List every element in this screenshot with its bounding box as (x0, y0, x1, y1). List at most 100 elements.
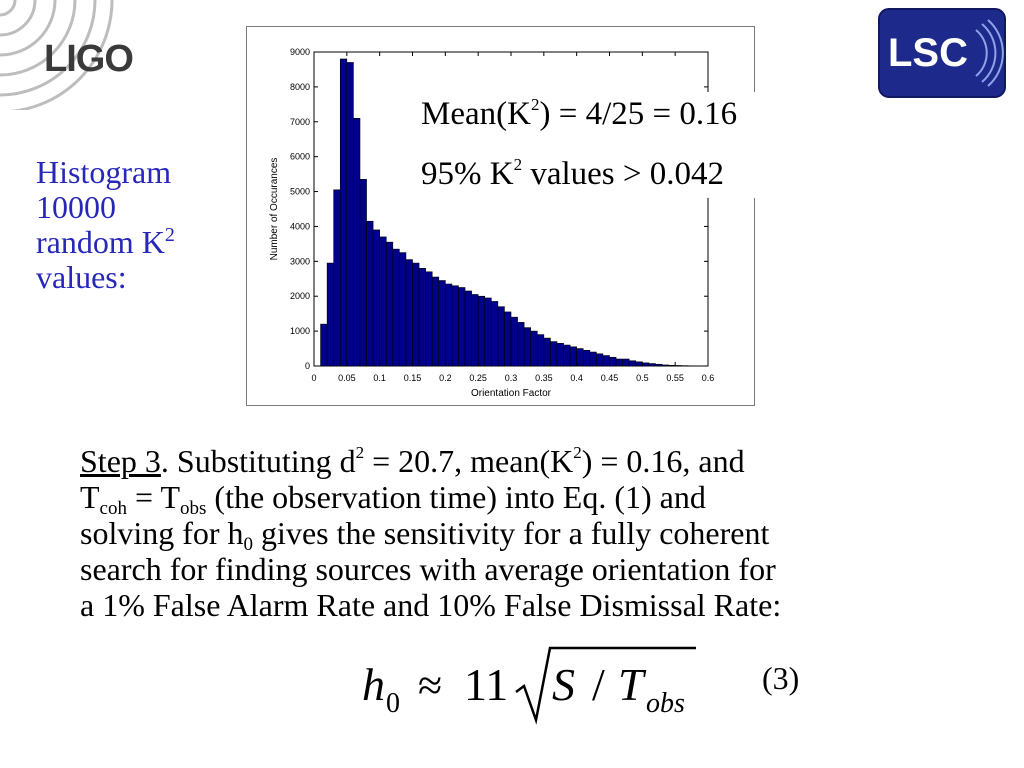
equation-approx: ≈ (418, 661, 442, 710)
caption-line-4: values: (36, 259, 127, 295)
equation-radical (515, 646, 696, 725)
histogram-caption: Histogram 10000 random K2 values: (36, 155, 226, 295)
mean-annotation-sup: 2 (530, 95, 540, 114)
x-tick-label: 0.6 (702, 373, 715, 383)
histogram-bar (550, 341, 558, 367)
equation-slash: / (592, 659, 605, 710)
y-tick-label: 8000 (290, 82, 310, 92)
x-axis-label: Orientation Factor (471, 388, 552, 399)
histogram-bar (668, 365, 676, 367)
x-tick-label: 0.05 (338, 373, 356, 383)
line-3-sub: 0 (243, 534, 254, 555)
histogram-bar (445, 283, 453, 367)
corner-arcs-decoration (0, 0, 114, 110)
mean-annotation-suffix: ) = 4/25 = 0.16 (539, 96, 738, 132)
line-1-sup-1: 2 (355, 443, 365, 462)
histogram-bar (392, 248, 400, 367)
paragraph-line-1: Step 3. Substituting d2 = 20.7, mean(K2)… (80, 443, 980, 479)
x-tick-label: 0.4 (570, 373, 583, 383)
histogram-bar (333, 189, 341, 367)
equation-t-sub: obs (646, 688, 685, 719)
x-tick-label: 0.2 (439, 373, 452, 383)
histogram-bar (635, 361, 643, 367)
ligo-logo: LIGO (44, 38, 134, 80)
paragraph-line-3: solving for h0 gives the sensitivity for… (80, 515, 980, 554)
histogram-bar (418, 268, 426, 367)
histogram-bar (320, 323, 328, 367)
histogram-bar (661, 364, 669, 367)
histogram-bar (412, 262, 420, 367)
x-tick-label: 0.55 (666, 373, 684, 383)
line-1-b: = 20.7, mean(K (364, 443, 574, 479)
caption-line-3-sup: 2 (164, 224, 175, 246)
histogram-bar (582, 349, 591, 367)
x-tick-label: 0.35 (535, 373, 553, 383)
histogram-svg: 0 0.05 0.1 0.15 0.2 0.25 0.3 0.35 0.4 0.45 0.5 0.55… (269, 47, 715, 399)
histogram-bar (536, 334, 545, 367)
histogram-bar (366, 220, 374, 367)
histogram-bar (648, 363, 656, 367)
histogram-chart: 0 0.05 0.1 0.15 0.2 0.25 0.3 0.35 0.4 0.45 0.5 0.55… (246, 26, 755, 406)
line-2-eq: = T (126, 479, 180, 515)
x-tick-label: 0.25 (469, 373, 487, 383)
line-1-sup-2: 2 (573, 443, 582, 462)
y-tick-label: 9000 (290, 47, 310, 57)
lsc-logo-text: LSC (888, 31, 968, 75)
x-tick-label: 0.3 (505, 373, 518, 383)
y-tick-label: 6000 (290, 152, 310, 162)
step-3-paragraph: Step 3. Substituting d2 = 20.7, mean(K2)… (80, 443, 980, 623)
line-2-t1: T (80, 479, 100, 515)
histogram-bar (556, 343, 564, 367)
equation-t: T (618, 659, 647, 710)
histogram-bar (674, 365, 683, 367)
histogram-bar (655, 363, 663, 367)
histogram-bar (510, 316, 518, 367)
histogram-bar (491, 301, 499, 367)
histogram-bar (642, 362, 650, 367)
histogram-bar (497, 306, 505, 367)
line-1-a: . Substituting d (160, 443, 356, 479)
histogram-bar (504, 311, 512, 367)
x-tick-label: 0.15 (404, 373, 422, 383)
histogram-bar (484, 297, 492, 367)
y-tick-label: 4000 (290, 221, 310, 231)
histogram-bar (622, 358, 630, 367)
histogram-bar (359, 179, 367, 367)
histogram-bar (339, 58, 348, 367)
histogram-bar (563, 344, 571, 367)
caption-line-3: random K2 (36, 225, 226, 260)
histogram-bar (353, 117, 361, 367)
y-axis-label: Number of Occurances (269, 158, 280, 261)
histogram-bar (464, 290, 472, 367)
histogram-bar (628, 360, 637, 367)
paragraph-line-2: Tcoh = Tobs (the observation time) into … (80, 479, 980, 518)
line-3-b: gives the sensitivity for a fully cohere… (253, 515, 770, 551)
histogram-bar (596, 353, 604, 367)
histogram-bar (517, 322, 525, 367)
x-tick-label: 0 (311, 373, 316, 383)
histogram-bar (458, 287, 466, 367)
histogram-bar (385, 241, 394, 367)
histogram-bar (425, 271, 433, 367)
lsc-logo: LSC (878, 8, 1006, 98)
line-2-sub-obs: obs (180, 498, 207, 519)
histogram-bar (431, 276, 440, 367)
histogram-bar (609, 356, 617, 367)
y-tick-label: 2000 (290, 291, 310, 301)
equation-h-sub: 0 (386, 688, 400, 719)
line-3-a: solving for h (80, 515, 244, 551)
equation-s: S (552, 659, 575, 710)
histogram-bar (543, 337, 551, 367)
y-tick-label: 3000 (290, 256, 310, 266)
histogram-bar (615, 358, 623, 367)
caption-line-2: 10000 (36, 189, 116, 225)
percentile-annotation-prefix: 95% K (421, 156, 514, 192)
histogram-bar (477, 295, 486, 367)
percentile-annotation-suffix: values > 0.042 (522, 156, 724, 192)
percentile-annotation-sup: 2 (513, 155, 523, 174)
paragraph-line-4: search for finding sources with average … (80, 551, 776, 587)
histogram-bar (602, 355, 610, 367)
y-tick-label: 0 (305, 361, 310, 371)
sensitivity-equation: h 0 ≈ 11 S / T obs (362, 646, 696, 725)
histogram-bar (569, 346, 577, 367)
